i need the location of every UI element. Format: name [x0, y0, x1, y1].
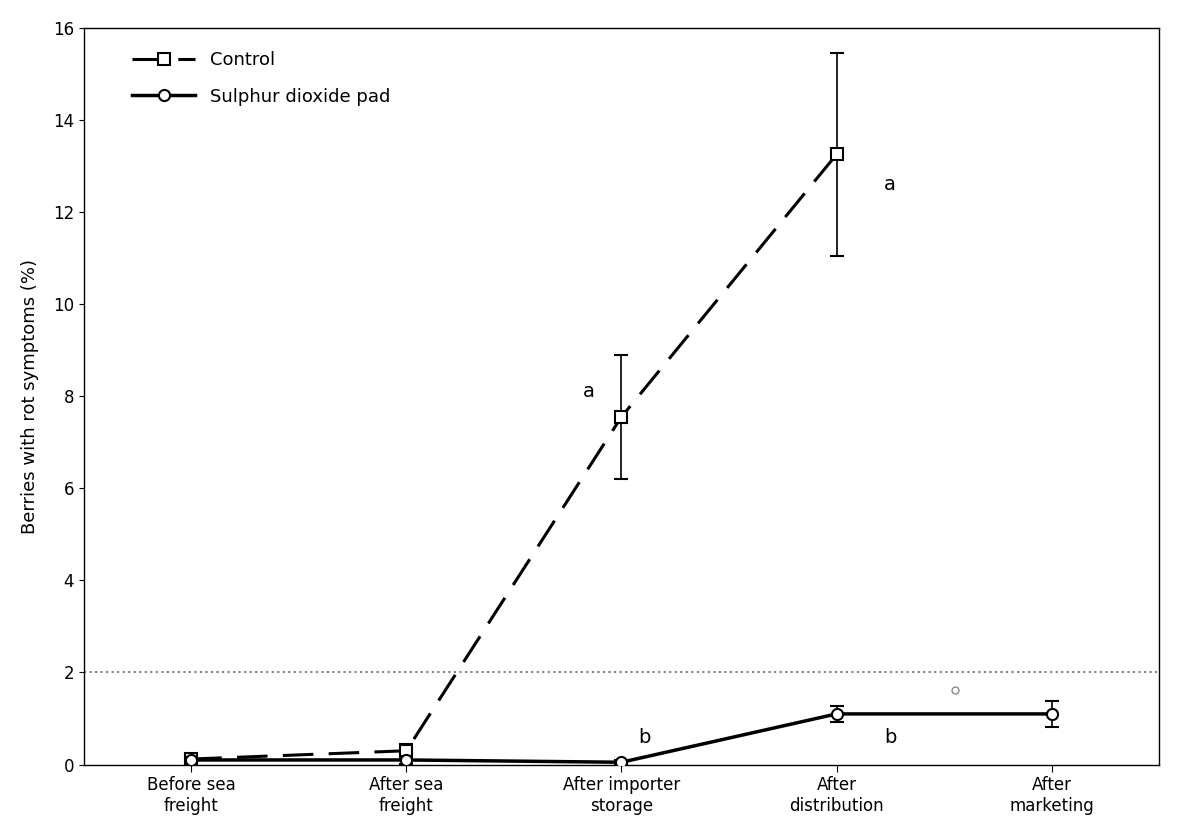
Legend: Control, Sulphur dioxide pad: Control, Sulphur dioxide pad [125, 44, 398, 113]
Text: a: a [884, 175, 896, 194]
Text: b: b [884, 728, 897, 747]
Text: b: b [638, 728, 651, 747]
Text: a: a [583, 382, 595, 400]
Y-axis label: Berries with rot symptoms (%): Berries with rot symptoms (%) [21, 258, 39, 533]
